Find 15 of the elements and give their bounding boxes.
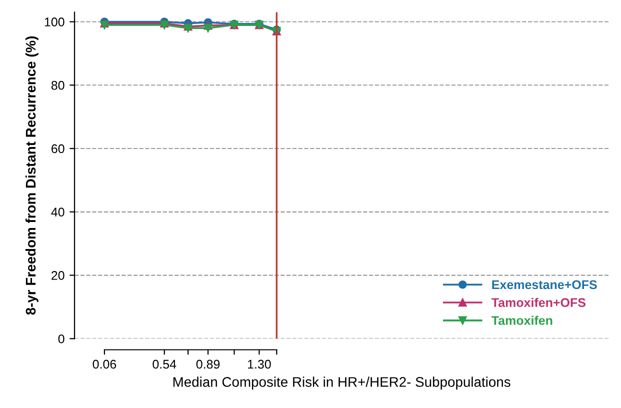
y-tick-label: 60	[52, 144, 64, 154]
x-tick-label: 0.89	[196, 360, 220, 369]
legend-label: Exemestane+OFS	[492, 280, 597, 290]
y-tick-label: 20	[52, 271, 64, 280]
x-tick-label: 1.30	[248, 360, 271, 369]
x-tick-label: 0.06	[92, 360, 116, 369]
legend-label: Tamoxifen	[492, 316, 552, 325]
x-axis-title: Median Composite Risk in HR+/HER2- Subpopulations	[173, 376, 510, 390]
y-axis-title: 8-yr Freedom from Distant Recurrence (%)	[25, 36, 38, 315]
x-tick-label: 0.54	[152, 360, 176, 369]
y-tick-label: 80	[51, 80, 64, 90]
legend-label: Tamoxifen+OFS	[492, 298, 586, 308]
y-tick-label: 0	[58, 334, 64, 344]
y-tick-label: 100	[44, 18, 64, 26]
y-tick-label: 40	[51, 208, 64, 217]
